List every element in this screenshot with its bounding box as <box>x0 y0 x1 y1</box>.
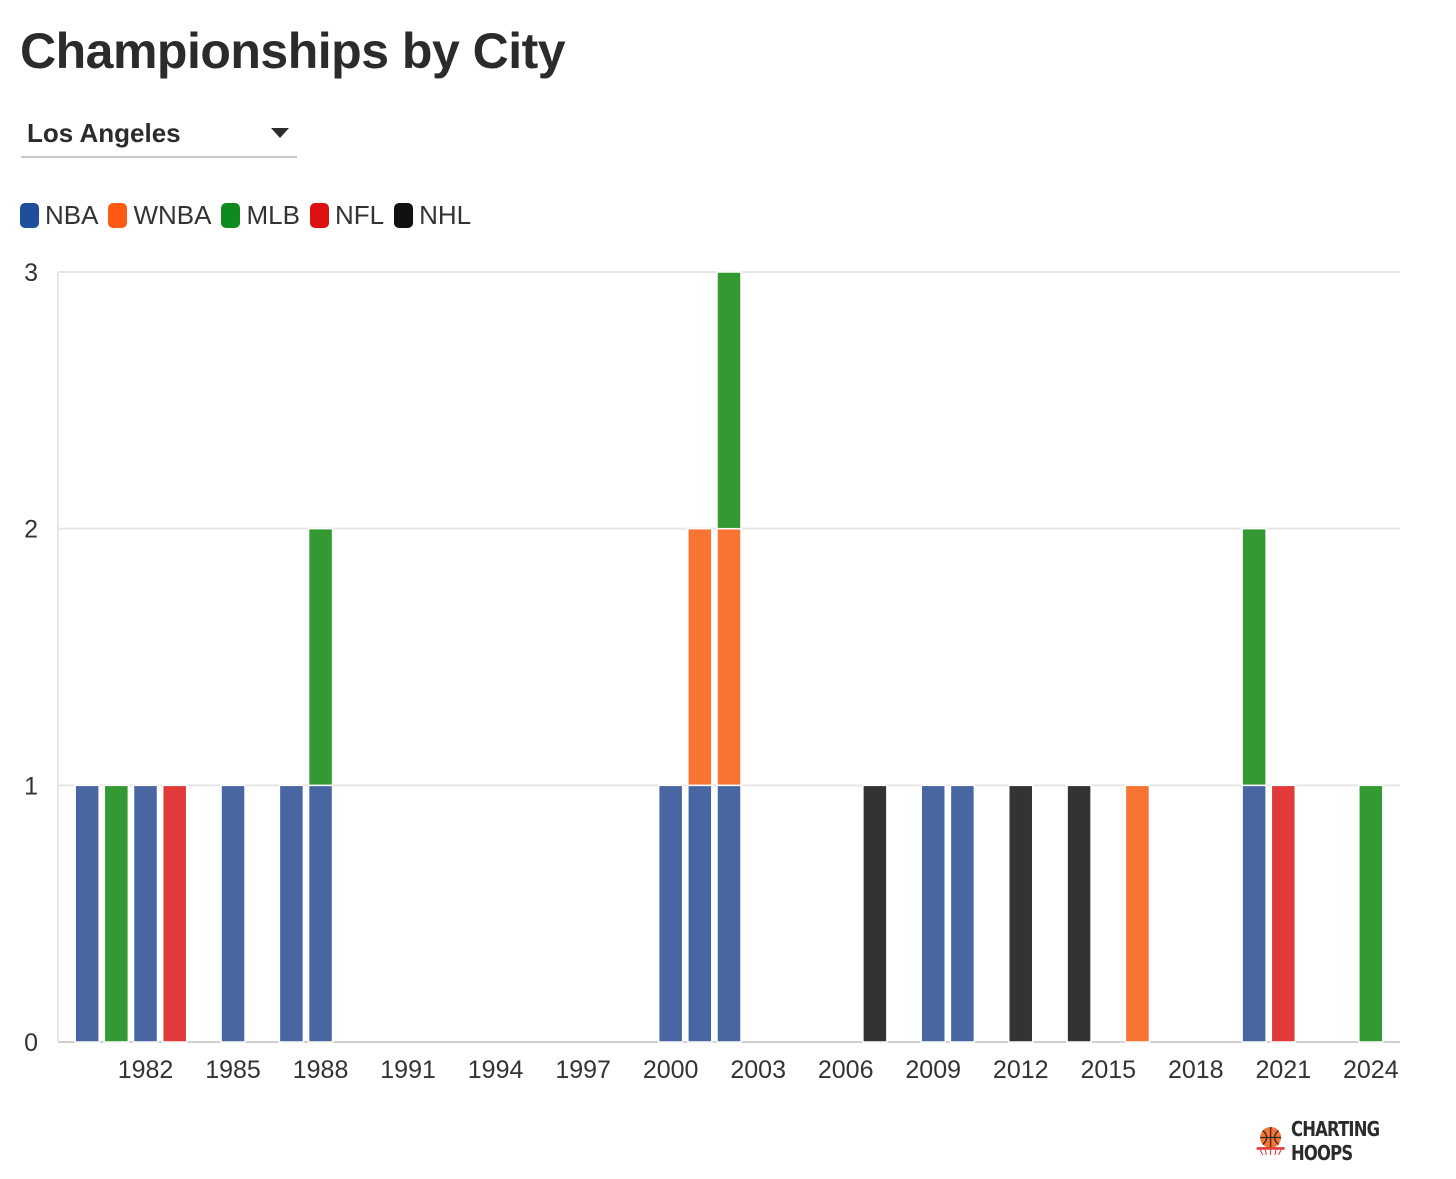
bar-2000-nba <box>657 784 684 1043</box>
bar-2016-wnba <box>1124 784 1151 1043</box>
x-tick-label: 2021 <box>1255 1056 1311 1084</box>
bar-2001-nba <box>687 784 713 1043</box>
bar-2021-nfl <box>1270 784 1297 1043</box>
y-tick-label: 2 <box>24 516 38 544</box>
bar-2024-mlb <box>1358 784 1384 1043</box>
bar-1988-mlb <box>307 527 334 787</box>
bar-2002-nba <box>716 784 742 1043</box>
legend-label: WNBA <box>133 200 212 230</box>
city-dropdown[interactable]: Los Angeles <box>21 112 297 158</box>
x-tick-label: 2024 <box>1343 1056 1399 1084</box>
x-tick-label: 2018 <box>1168 1056 1224 1084</box>
x-tick-label: 2015 <box>1080 1056 1136 1084</box>
y-tick-label: 3 <box>24 259 38 287</box>
legend-label: NHL <box>419 200 472 230</box>
y-tick-label: 0 <box>24 1029 38 1057</box>
x-tick-label: 2009 <box>905 1056 961 1084</box>
x-tick-label: 1988 <box>293 1056 349 1084</box>
bar-2001-wnba <box>687 527 713 787</box>
legend-item-nhl[interactable]: NHL <box>394 200 471 231</box>
legend-item-mlb[interactable]: MLB <box>221 200 300 231</box>
legend-label: NFL <box>334 200 385 230</box>
wnba-swatch <box>108 203 128 228</box>
x-tick-label: 2000 <box>643 1056 699 1084</box>
legend-item-nfl[interactable]: NFL <box>309 200 385 231</box>
bar-2009-nba <box>920 784 946 1043</box>
nhl-swatch <box>394 203 414 228</box>
bar-2020-nba <box>1241 784 1267 1043</box>
x-tick-label: 1997 <box>555 1056 611 1084</box>
x-tick-label: 2006 <box>818 1056 874 1084</box>
bar-1981-mlb <box>103 784 130 1043</box>
chevron-down-icon[interactable] <box>271 128 289 138</box>
bar-1980-nba <box>74 784 100 1043</box>
legend-item-nba[interactable]: NBA <box>20 200 98 231</box>
page-title: Championships by City <box>20 23 566 79</box>
y-tick-label: 1 <box>24 772 38 800</box>
bar-1983-nfl <box>161 784 188 1043</box>
bar-2002-wnba <box>716 527 742 787</box>
bar-1988-nba <box>307 784 334 1043</box>
x-tick-label: 1982 <box>118 1056 174 1084</box>
bar-2010-nba <box>949 784 976 1043</box>
bar-2007-nhl <box>862 784 888 1043</box>
x-tick-label: 2003 <box>730 1056 786 1084</box>
bar-1987-nba <box>278 784 305 1043</box>
bar-1982-nba <box>132 784 159 1043</box>
bar-2014-nhl <box>1066 784 1092 1043</box>
bar-2020-mlb <box>1241 527 1267 787</box>
x-tick-label: 1985 <box>205 1056 261 1084</box>
bar-1985-nba <box>220 784 246 1043</box>
city-dropdown-value: Los Angeles <box>27 118 181 148</box>
x-tick-label: 2012 <box>993 1056 1049 1084</box>
legend: NBA WNBA MLB NFL NHL <box>20 200 481 231</box>
bar-2002-mlb <box>716 271 742 530</box>
mlb-swatch <box>221 203 241 228</box>
legend-label: NBA <box>45 200 99 230</box>
x-tick-label: 1991 <box>380 1056 436 1084</box>
legend-label: MLB <box>246 200 300 230</box>
basketball-hoop-icon <box>1256 1127 1285 1156</box>
legend-item-wnba[interactable]: WNBA <box>108 200 211 231</box>
nfl-swatch <box>309 203 329 228</box>
brand-logo: CHARTING HOOPS <box>1254 1117 1456 1165</box>
nba-swatch <box>20 203 39 228</box>
bar-2012-nhl <box>1007 784 1034 1043</box>
x-tick-label: 1994 <box>468 1056 524 1084</box>
brand-name: CHARTING HOOPS <box>1291 1117 1380 1165</box>
championships-chart: 0 1 2 3 1982 1985 1988 1991 1994 1997 2000 2003 2006… <box>24 259 1400 1084</box>
